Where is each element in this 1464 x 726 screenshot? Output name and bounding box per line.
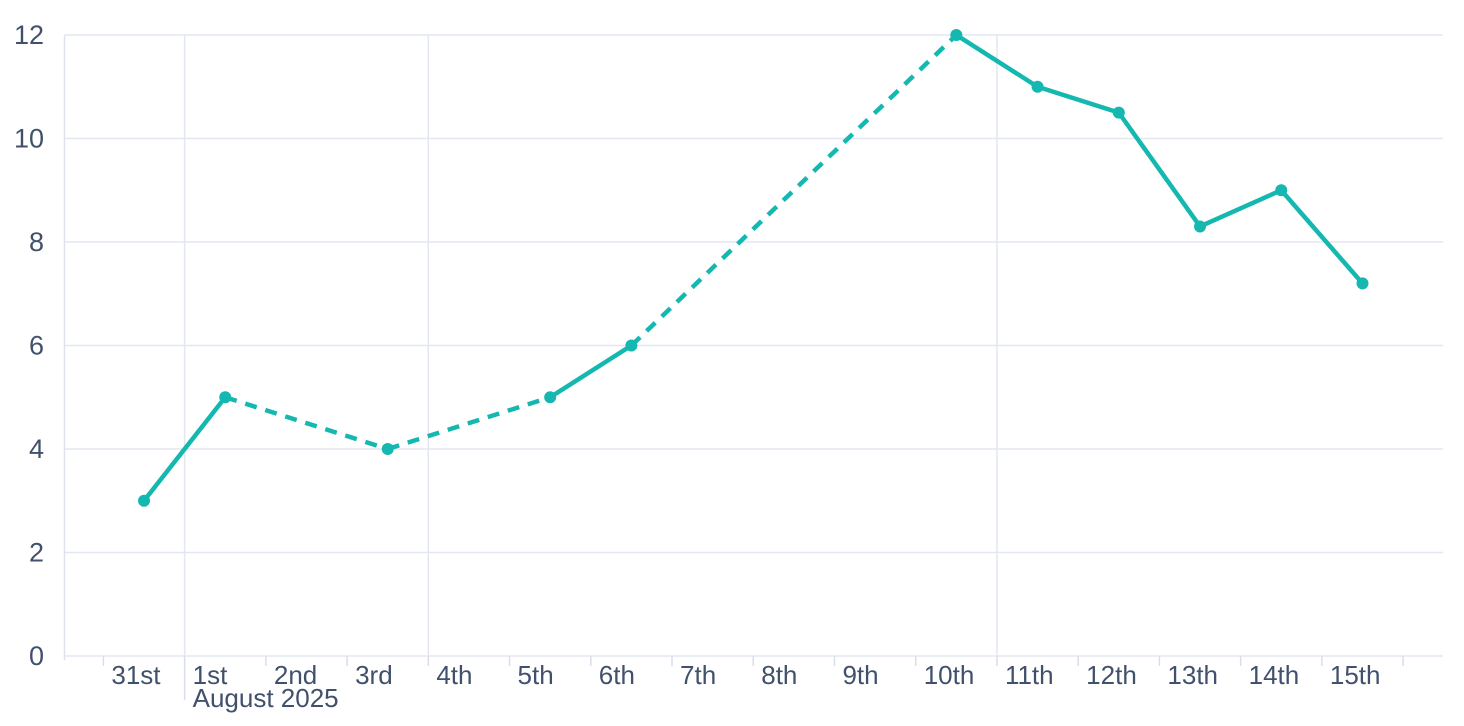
y-axis-label: 8 [29,227,44,257]
x-axis-label: 1st [193,660,228,690]
line-segment-dashed [224,395,389,452]
x-axis-label: 31st [111,660,161,690]
x-axis-label: 10th [924,660,975,690]
x-axis-label: 5th [518,660,554,690]
x-axis-label: 11th [1005,660,1054,690]
line-segment-solid [1279,188,1365,286]
x-axis-label: 9th [842,660,878,690]
line-segment-dashed [629,33,958,348]
x-axis-label: 7th [680,660,716,690]
data-point-marker[interactable] [1275,184,1288,197]
x-axis-label: 2nd [274,660,317,690]
data-point-marker[interactable] [625,339,638,352]
y-axis-label: 0 [29,641,44,671]
y-axis-label: 2 [29,538,44,568]
line-segment-solid [1116,110,1203,229]
data-point-marker[interactable] [1194,220,1207,233]
x-axis-label: 6th [599,660,635,690]
line-segment-solid [1035,84,1122,115]
data-point-marker[interactable] [1112,106,1125,119]
x-axis-label: 15th [1330,660,1381,690]
y-axis-label: 4 [29,434,44,464]
x-axis-label: 8th [761,660,797,690]
x-axis-label: 14th [1249,660,1300,690]
data-point-marker[interactable] [381,443,394,455]
data-point-marker[interactable] [1356,277,1369,290]
data-point-marker[interactable] [1031,80,1044,93]
data-point-marker[interactable] [544,391,557,404]
line-segment-solid [547,343,634,400]
month-label: August 2025 [193,683,339,713]
x-axis-label: 12th [1086,660,1137,690]
x-axis-label: 3rd [355,660,393,690]
line-segment-solid [1197,188,1284,229]
line-segment-solid [141,395,228,503]
data-point-marker[interactable] [138,494,151,507]
y-axis-label: 10 [14,124,44,154]
line-segment-dashed [387,395,551,452]
x-axis-label: 13th [1167,660,1218,690]
y-axis-label: 6 [29,331,44,361]
x-axis-label: 4th [436,660,472,690]
data-point-marker[interactable] [950,29,963,41]
line-segment-solid [954,32,1040,89]
data-point-marker[interactable] [219,391,232,404]
y-axis-label: 12 [14,20,44,50]
